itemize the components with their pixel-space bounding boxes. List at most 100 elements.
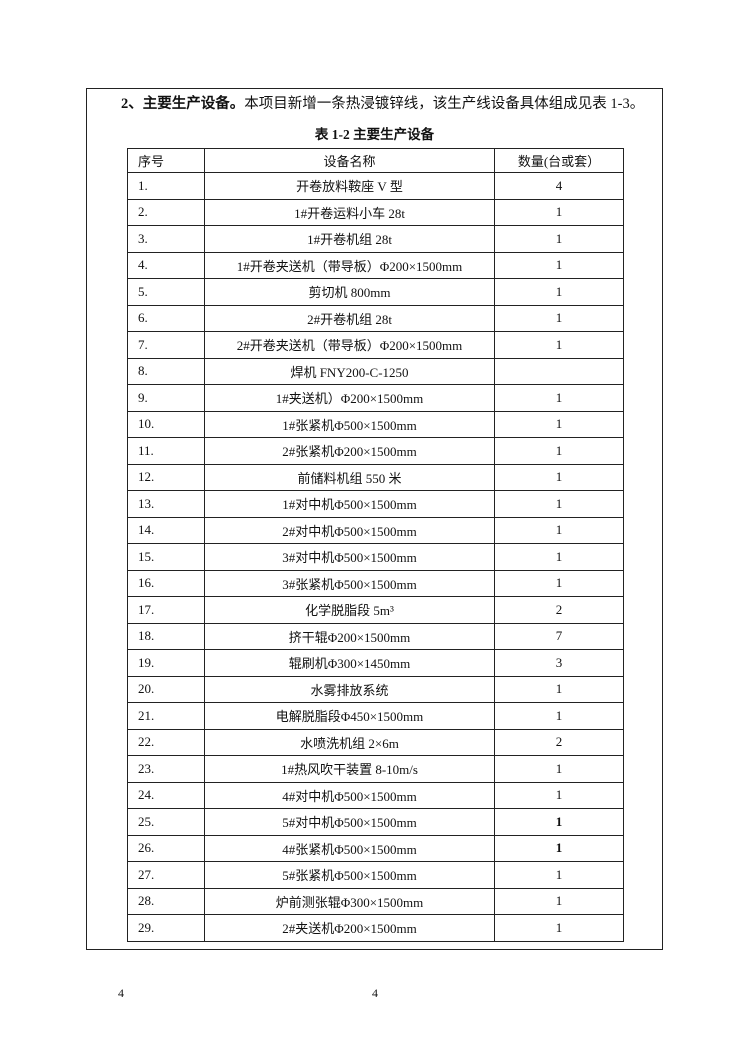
- table-row: 9. 1#夹送机）Φ200×1500mm 1: [127, 384, 624, 412]
- content-frame: 2、主要生产设备。本项目新增一条热浸镀锌线，该生产线设备具体组成见表 1-3。 …: [86, 88, 663, 950]
- table-row: 27. 5#张紧机Φ500×1500mm 1: [127, 861, 624, 889]
- intro-paragraph: 2、主要生产设备。本项目新增一条热浸镀锌线，该生产线设备具体组成见表 1-3。: [121, 92, 644, 113]
- equipment-name: 1#夹送机）Φ200×1500mm: [204, 384, 495, 412]
- equipment-name: 2#开卷机组 28t: [204, 304, 495, 332]
- equipment-name: 剪切机 800mm: [204, 278, 495, 306]
- quantity: 1: [494, 861, 624, 889]
- table-caption: 表 1-2 主要生产设备: [314, 127, 435, 142]
- quantity: 1: [494, 410, 624, 438]
- quantity: 1: [494, 225, 624, 253]
- row-index: 10.: [127, 410, 205, 438]
- quantity: 1: [494, 278, 624, 306]
- row-index: 18.: [127, 622, 205, 650]
- row-index: 20.: [127, 675, 205, 703]
- equipment-name: 前储料机组 550 米: [204, 463, 495, 491]
- row-index: 1.: [127, 172, 205, 200]
- row-index: 13.: [127, 490, 205, 518]
- table-row: 20. 水雾排放系统 1: [127, 675, 624, 703]
- table-row: 22. 水喷洗机组 2×6m 2: [127, 728, 624, 756]
- equipment-name: 2#开卷夹送机（带导板）Φ200×1500mm: [204, 331, 495, 359]
- quantity: 1: [494, 437, 624, 465]
- header-quantity: 数量(台或套）: [494, 148, 624, 173]
- equipment-name: 4#对中机Φ500×1500mm: [204, 781, 495, 809]
- quantity: 1: [494, 702, 624, 730]
- quantity: 2: [494, 596, 624, 624]
- quantity: 1: [494, 755, 624, 783]
- row-index: 3.: [127, 225, 205, 253]
- equipment-table: 序号 设备名称 数量(台或套） 1. 开卷放料鞍座 V 型 4 2. 1#开卷运料小车 …: [127, 148, 624, 942]
- row-index: 23.: [127, 755, 205, 783]
- table-row: 25. 5#对中机Φ500×1500mm 1: [127, 808, 624, 836]
- table-row: 19. 辊刷机Φ300×1450mm 3: [127, 649, 624, 677]
- quantity: 1: [494, 198, 624, 226]
- equipment-name: 焊机 FNY200-C-1250: [204, 357, 495, 385]
- table-row: 2. 1#开卷运料小车 28t 1: [127, 198, 624, 226]
- equipment-name: 水喷洗机组 2×6m: [204, 728, 495, 756]
- row-index: 19.: [127, 649, 205, 677]
- table-row: 14. 2#对中机Φ500×1500mm 1: [127, 516, 624, 544]
- equipment-name: 2#夹送机Φ200×1500mm: [204, 914, 495, 942]
- page-number-left: 4: [118, 986, 124, 1000]
- equipment-name: 电解脱脂段Φ450×1500mm: [204, 702, 495, 730]
- quantity: 1: [494, 463, 624, 491]
- quantity: 3: [494, 649, 624, 677]
- table-row: 11. 2#张紧机Φ200×1500mm 1: [127, 437, 624, 465]
- row-index: 29.: [127, 914, 205, 942]
- equipment-name: 1#开卷机组 28t: [204, 225, 495, 253]
- equipment-name: 2#对中机Φ500×1500mm: [204, 516, 495, 544]
- row-index: 22.: [127, 728, 205, 756]
- section-heading: 2、主要生产设备。: [121, 96, 245, 112]
- table-row: 10. 1#张紧机Φ500×1500mm 1: [127, 410, 624, 438]
- equipment-name: 1#张紧机Φ500×1500mm: [204, 410, 495, 438]
- intro-text: 本项目新增一条热浸镀锌线，该生产线设备具体组成见表 1-3。: [244, 96, 645, 112]
- quantity: 1: [494, 914, 624, 942]
- row-index: 12.: [127, 463, 205, 491]
- table-row: 17. 化学脱脂段 5m³ 2: [127, 596, 624, 624]
- quantity: 1: [494, 675, 624, 703]
- equipment-name: 辊刷机Φ300×1450mm: [204, 649, 495, 677]
- quantity: 1: [494, 251, 624, 279]
- equipment-name: 4#张紧机Φ500×1500mm: [204, 834, 495, 862]
- quantity: 4: [494, 172, 624, 200]
- quantity: 1: [494, 543, 624, 571]
- row-index: 2.: [127, 198, 205, 226]
- quantity: 1: [494, 490, 624, 518]
- row-index: 25.: [127, 808, 205, 836]
- equipment-name: 1#热风吹干装置 8-10m/s: [204, 755, 495, 783]
- table-row: 15. 3#对中机Φ500×1500mm 1: [127, 543, 624, 571]
- row-index: 28.: [127, 887, 205, 915]
- table-row: 23. 1#热风吹干装置 8-10m/s 1: [127, 755, 624, 783]
- row-index: 26.: [127, 834, 205, 862]
- table-row: 28. 炉前测张辊Φ300×1500mm 1: [127, 887, 624, 915]
- quantity: 1: [494, 887, 624, 915]
- equipment-name: 挤干辊Φ200×1500mm: [204, 622, 495, 650]
- quantity: 1: [494, 331, 624, 359]
- row-index: 6.: [127, 304, 205, 332]
- quantity: 1: [494, 384, 624, 412]
- equipment-name: 1#开卷夹送机（带导板）Φ200×1500mm: [204, 251, 495, 279]
- quantity: 1: [494, 834, 624, 862]
- row-index: 5.: [127, 278, 205, 306]
- row-index: 8.: [127, 357, 205, 385]
- table-row: 21. 电解脱脂段Φ450×1500mm 1: [127, 702, 624, 730]
- table-row: 3. 1#开卷机组 28t 1: [127, 225, 624, 253]
- table-row: 29. 2#夹送机Φ200×1500mm 1: [127, 914, 624, 942]
- table-row: 8. 焊机 FNY200-C-1250: [127, 357, 624, 385]
- equipment-name: 2#张紧机Φ200×1500mm: [204, 437, 495, 465]
- quantity: 1: [494, 569, 624, 597]
- equipment-name: 5#张紧机Φ500×1500mm: [204, 861, 495, 889]
- equipment-name: 3#张紧机Φ500×1500mm: [204, 569, 495, 597]
- quantity: [494, 357, 624, 385]
- equipment-name: 水雾排放系统: [204, 675, 495, 703]
- row-index: 17.: [127, 596, 205, 624]
- header-name: 设备名称: [204, 148, 495, 173]
- equipment-name: 1#开卷运料小车 28t: [204, 198, 495, 226]
- row-index: 15.: [127, 543, 205, 571]
- table-row: 26. 4#张紧机Φ500×1500mm 1: [127, 834, 624, 862]
- row-index: 9.: [127, 384, 205, 412]
- table-row: 4. 1#开卷夹送机（带导板）Φ200×1500mm 1: [127, 251, 624, 279]
- row-index: 16.: [127, 569, 205, 597]
- row-index: 21.: [127, 702, 205, 730]
